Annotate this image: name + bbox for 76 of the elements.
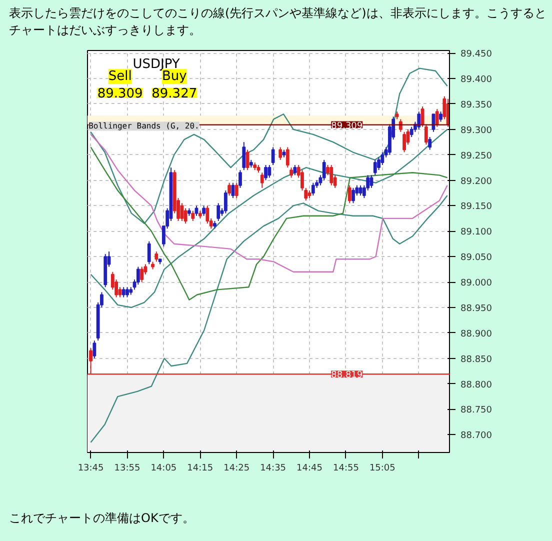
y-tick-label: 89.200 [460,176,492,187]
y-tick-label: 89.000 [460,278,492,289]
x-tick-label: 14:05 [150,464,177,474]
candlestick [428,136,432,150]
text: これでチャートの準備はOKです。 [9,510,194,527]
candlestick [352,187,355,204]
candlestick [234,182,238,199]
y-tick-label: 88.700 [460,431,492,442]
candlestick [268,164,272,178]
y-tick-label: 88.900 [460,329,492,340]
y-tick-label: 88.800 [460,380,492,390]
annotation: Buy [162,69,188,84]
line-series [90,134,448,272]
x-tick-label: 13:55 [114,464,140,474]
x-tick-label: 14:45 [296,464,322,474]
x-tick-label: 14:35 [260,464,286,474]
candlestick [293,164,297,176]
candlestick [435,108,439,128]
annotation: Sell [108,69,132,84]
y-tick-label: 89.300 [460,126,492,136]
candlestick [402,131,406,153]
chart-title: 表示したら雲だけをのこしてのこりの線(先行スパンや基準線など)は、非表示にします。こうするとチャートはだいぶすっきりします。 [9,5,548,39]
candlestick [154,251,158,262]
candlestick [228,182,232,196]
candlestick [264,164,268,181]
candlestick [89,348,92,375]
candlestick [278,146,282,160]
candlestick [216,202,220,222]
candlestick [370,174,374,188]
y-tick-label: 89.350 [460,100,492,110]
y-tick-label: 89.050 [460,253,492,264]
x-tick-label: 14:25 [224,464,250,474]
candlestick [238,170,242,188]
candlestick [147,240,151,265]
candlestick [206,205,210,224]
candlestick [136,266,140,286]
candlestick [202,205,206,216]
candlestick [126,286,129,298]
y-tick-label: 88.750 [460,406,492,416]
y-tick-label: 88.850 [460,354,492,365]
candlestick [224,190,228,214]
candlestick [286,146,290,168]
candlestick [311,182,315,196]
y-tick-label: 89.100 [460,228,492,238]
y-tick-label: 89.250 [460,151,492,162]
y-tick-label: 89.450 [460,50,492,60]
candlestick [358,184,362,196]
x-tick-label: 14:55 [333,464,359,474]
line-series [90,194,448,443]
candlestick [373,159,377,176]
candlestick [417,111,421,130]
candlestick [242,142,246,171]
y-tick-label: 88.950 [460,304,492,314]
candlestick [290,167,293,178]
candlestick [271,146,275,166]
candlestick [330,164,334,186]
annotation: Bollinger Bands (G, 20. [88,122,200,131]
ref-line-label: 89.309 [331,121,363,132]
candlestick [92,340,96,359]
candlestick [122,286,126,298]
y-tick-label: 89.150 [460,202,492,212]
candlestick [260,172,264,188]
candlestick [140,266,144,283]
x-tick-label: 14:15 [187,464,214,474]
candlestick [194,205,198,216]
candlestick [348,184,352,204]
x-tick-label: 15:05 [369,464,396,474]
candlestick [377,156,380,171]
annotation: 89.327 [152,86,198,102]
candlestick [304,187,308,202]
candlestick [180,202,184,222]
candlestick [439,111,442,122]
annotation: 89.309 [97,86,143,102]
y-tick-label: 89.400 [460,74,492,85]
candlestick [191,210,195,222]
x-tick-label: 13:45 [78,464,104,474]
